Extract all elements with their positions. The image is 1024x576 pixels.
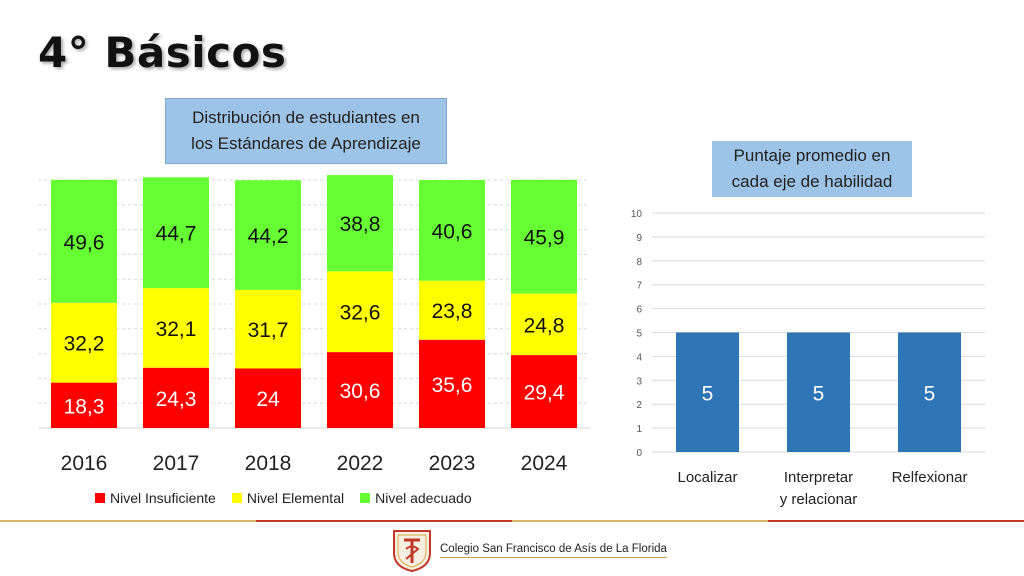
x-tick-label: 2016 xyxy=(61,452,108,475)
x-tick-label: 2023 xyxy=(429,452,476,475)
y-tick-label: 4 xyxy=(636,352,642,363)
y-tick-label: 7 xyxy=(636,281,642,292)
bar-segment xyxy=(51,179,117,303)
y-tick-label: 10 xyxy=(631,209,643,220)
x-tick-label: Relfexionar xyxy=(892,469,968,486)
y-tick-label: 9 xyxy=(636,233,642,244)
data-label: 31,7 xyxy=(248,319,289,342)
x-tick-label: Localizar xyxy=(677,469,737,486)
bar xyxy=(787,332,850,452)
y-tick-label: 8 xyxy=(636,257,642,268)
bar-segment xyxy=(419,180,485,281)
school-crest-icon xyxy=(393,530,431,573)
skills-chart-title: Puntaje promedio en cada eje de habilida… xyxy=(712,141,912,197)
bar-segment xyxy=(511,179,577,294)
bar-segment xyxy=(235,180,301,290)
bar-segment xyxy=(419,339,485,428)
data-label: 49,6 xyxy=(64,231,105,254)
data-label: 24,3 xyxy=(156,388,197,411)
data-label: 18,3 xyxy=(64,395,105,418)
bar-segment xyxy=(143,288,209,368)
legend-label: Nivel Elemental xyxy=(246,490,345,506)
x-tick-label: Interpretar y relacionar xyxy=(780,469,858,508)
legend-item: Nivel Elemental xyxy=(231,490,345,506)
data-label: 24,8 xyxy=(524,314,565,337)
data-label: 5 xyxy=(702,382,714,405)
legend-swatch xyxy=(360,493,371,503)
data-label: 5 xyxy=(924,382,936,405)
bar-segment xyxy=(419,280,485,340)
data-label: 35,6 xyxy=(432,374,473,397)
page-title: 4° Básicos xyxy=(38,28,287,77)
bar-segment xyxy=(327,175,393,272)
legend-label: Nivel Insuficiente xyxy=(110,490,216,506)
legend-swatch xyxy=(231,493,242,503)
bar-segment xyxy=(143,367,209,428)
data-label: 23,8 xyxy=(432,300,473,323)
data-label: 38,8 xyxy=(340,213,381,236)
x-tick-label: 2022 xyxy=(337,452,384,475)
legend-item: Nivel Insuficiente xyxy=(95,490,216,506)
data-label: 5 xyxy=(813,382,825,405)
x-tick-label: 2018 xyxy=(245,452,292,475)
data-label: 44,7 xyxy=(156,223,197,246)
x-tick-label: 2024 xyxy=(521,452,568,475)
stacked-chart-title: Distribución de estudiantes en los Están… xyxy=(165,98,447,164)
data-label: 32,6 xyxy=(340,302,381,325)
y-tick-label: 2 xyxy=(636,400,642,411)
footer: Colegio San Francisco de Asís de La Flor… xyxy=(390,527,667,573)
bar-segment xyxy=(235,289,301,369)
data-label: 44,2 xyxy=(248,225,289,248)
bar-segment xyxy=(511,355,577,428)
footer-divider xyxy=(0,520,1024,522)
bar-segment xyxy=(51,382,117,428)
bar xyxy=(676,332,739,452)
legend-swatch xyxy=(95,493,105,503)
bar xyxy=(898,332,961,452)
data-label: 30,6 xyxy=(340,380,381,403)
y-tick-label: 5 xyxy=(636,329,642,340)
data-label: 24 xyxy=(256,388,280,411)
y-tick-label: 0 xyxy=(636,448,642,459)
legend-item: Nivel adecuado xyxy=(360,490,472,506)
bar-segment xyxy=(511,293,577,356)
legend-label: Nivel adecuado xyxy=(375,490,472,506)
bar-segment xyxy=(235,368,301,428)
data-label: 45,9 xyxy=(524,227,565,250)
bar-segment xyxy=(51,302,117,383)
y-tick-label: 6 xyxy=(636,305,642,316)
data-label: 29,4 xyxy=(524,382,565,405)
x-tick-label: 2017 xyxy=(153,452,200,475)
data-label: 32,1 xyxy=(156,318,197,341)
data-label: 32,2 xyxy=(64,333,105,356)
data-label: 40,6 xyxy=(432,220,473,243)
bar-segment xyxy=(327,352,393,428)
bar-segment xyxy=(327,271,393,353)
bar-segment xyxy=(143,177,209,289)
institution-name: Colegio San Francisco de Asís de La Flor… xyxy=(440,543,667,558)
y-tick-label: 1 xyxy=(636,424,642,435)
stacked-chart-legend: Nivel Insuficiente Nivel Elemental Nivel a… xyxy=(95,490,472,506)
y-tick-label: 3 xyxy=(636,376,642,387)
